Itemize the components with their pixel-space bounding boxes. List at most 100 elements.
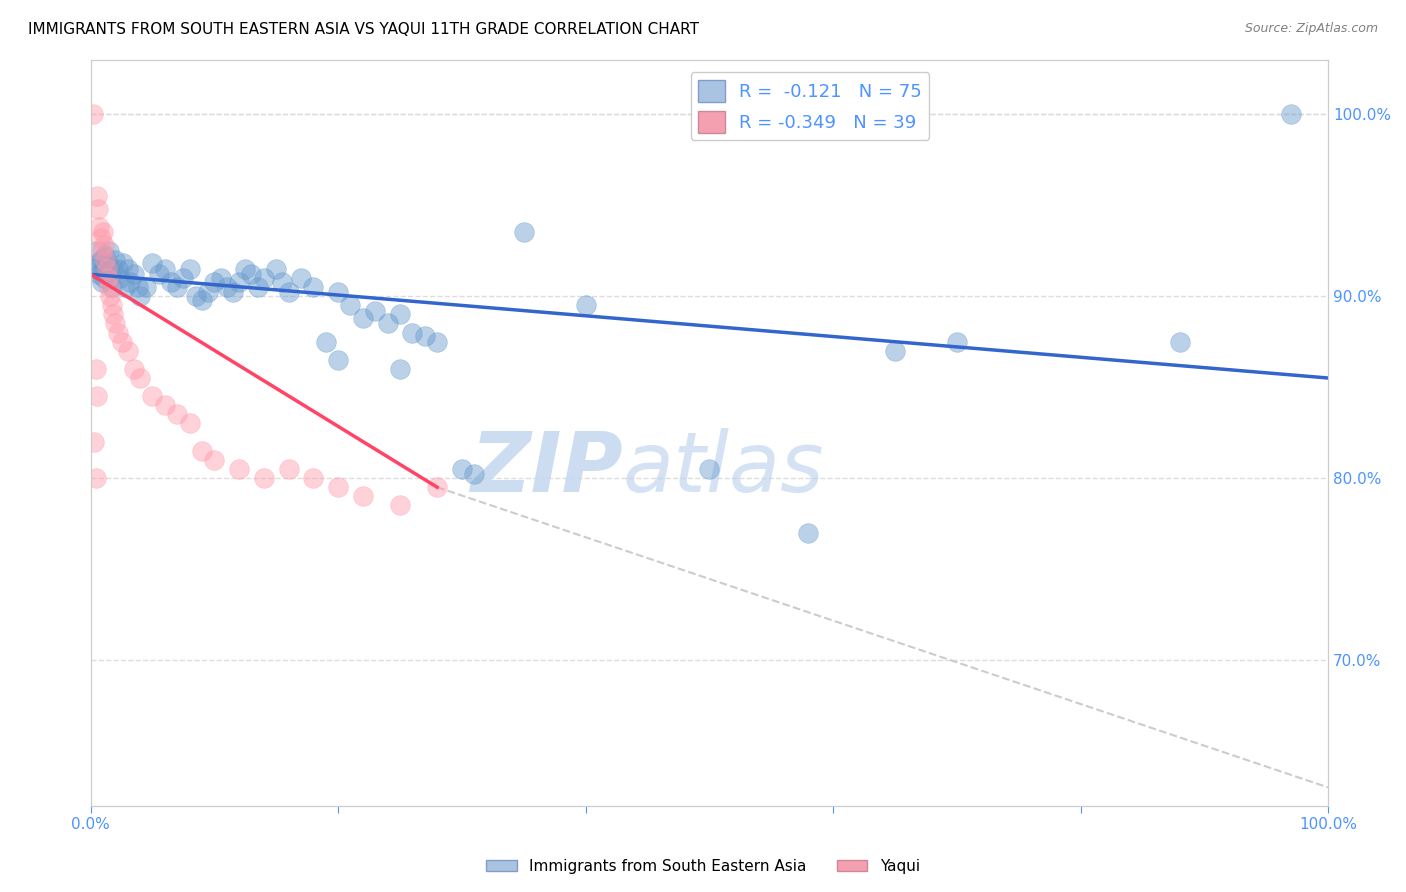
Point [246,280,269,294]
Point [153,261,176,276]
Point [83,434,105,449]
Point [166,408,188,422]
Point [86,244,108,258]
Point [451,462,474,476]
Point [86,389,108,403]
Point [160,275,183,289]
Point [364,303,387,318]
Point [202,275,225,289]
Point [699,462,721,476]
Point [271,275,294,289]
Point [172,271,194,285]
Point [946,334,969,349]
Point [117,261,139,276]
Point [1279,107,1302,121]
Point [97,271,120,285]
Point [98,280,121,294]
Legend: Immigrants from South Eastern Asia, Yaqui: Immigrants from South Eastern Asia, Yaqu… [479,853,927,880]
Point [326,285,349,300]
Point [100,289,122,303]
Point [117,343,139,358]
Point [100,280,122,294]
Text: IMMIGRANTS FROM SOUTH EASTERN ASIA VS YAQUI 11TH GRADE CORRELATION CHART: IMMIGRANTS FROM SOUTH EASTERN ASIA VS YA… [28,22,699,37]
Point [426,480,449,494]
Point [352,489,374,503]
Point [87,256,110,270]
Point [240,268,263,282]
Point [93,271,115,285]
Point [101,307,124,321]
Point [90,275,112,289]
Point [97,265,120,279]
Point [90,244,112,258]
Point [191,443,214,458]
Point [209,271,232,285]
Point [388,362,411,376]
Text: Source: ZipAtlas.com: Source: ZipAtlas.com [1244,22,1378,36]
Point [797,525,820,540]
Text: atlas: atlas [623,428,824,509]
Point [107,261,129,276]
Point [388,307,411,321]
Point [153,398,176,412]
Point [222,285,245,300]
Point [135,280,157,294]
Point [884,343,907,358]
Point [166,280,188,294]
Point [94,249,117,263]
Point [89,268,111,282]
Point [84,362,107,376]
Point [215,280,238,294]
Point [277,285,299,300]
Point [89,231,111,245]
Point [110,271,132,285]
Point [388,499,411,513]
Point [129,371,152,385]
Point [179,261,201,276]
Point [104,252,127,267]
Point [339,298,361,312]
Point [93,238,115,252]
Point [302,471,325,485]
Point [96,256,118,270]
Point [326,352,349,367]
Point [94,252,117,267]
Point [110,334,132,349]
Point [1168,334,1191,349]
Point [401,326,423,340]
Text: ZIP: ZIP [470,428,623,509]
Point [98,244,121,258]
Legend: R =  -0.121   N = 75, R = -0.349   N = 39: R = -0.121 N = 75, R = -0.349 N = 39 [690,72,929,140]
Point [91,226,114,240]
Point [326,480,349,494]
Point [253,271,276,285]
Point [114,280,136,294]
Point [184,289,207,303]
Point [575,298,598,312]
Point [264,261,287,276]
Point [290,271,312,285]
Point [228,462,250,476]
Point [179,417,201,431]
Point [104,317,127,331]
Point [100,271,122,285]
Point [127,280,149,294]
Point [141,389,163,403]
Point [426,334,449,349]
Point [91,261,114,276]
Point [107,326,129,340]
Point [413,329,436,343]
Point [129,289,152,303]
Point [86,189,108,203]
Point [228,275,250,289]
Point [352,310,374,325]
Point [377,317,399,331]
Point [315,334,337,349]
Point [120,275,142,289]
Point [111,256,134,270]
Point [87,202,110,216]
Point [96,261,118,276]
Point [202,453,225,467]
Point [141,256,163,270]
Point [100,298,122,312]
